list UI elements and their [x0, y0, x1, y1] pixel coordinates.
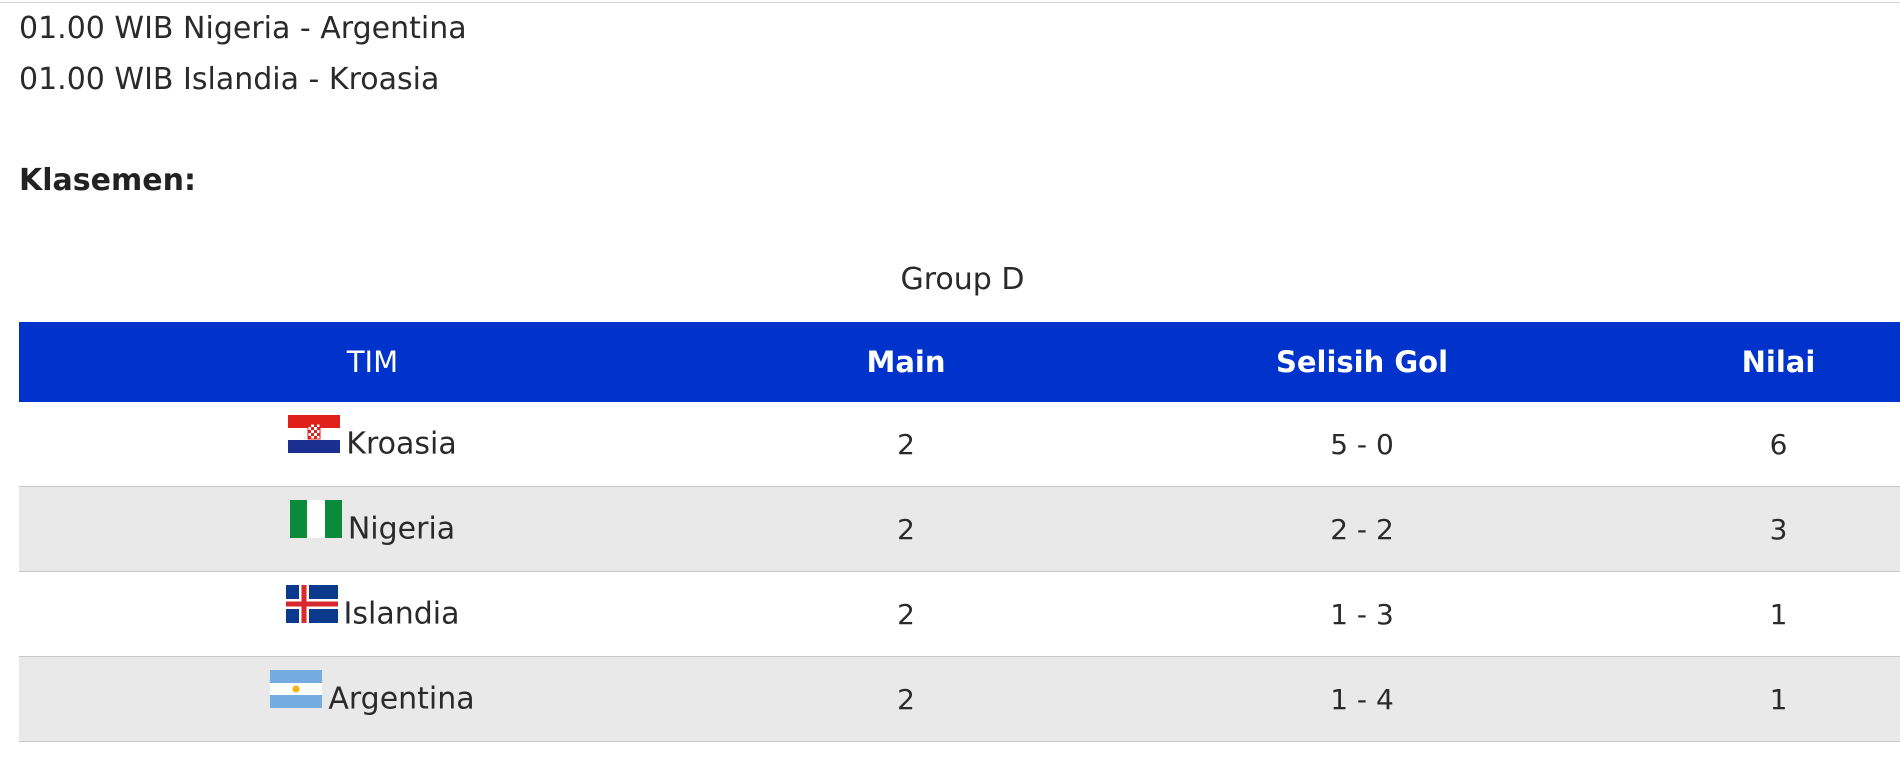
- header-team: TIM: [19, 322, 726, 402]
- team-cell: Argentina: [19, 656, 726, 742]
- team-cell: Islandia: [19, 571, 726, 657]
- header-goal-difference: Selisih Gol: [1086, 322, 1638, 402]
- team-name: Islandia: [343, 596, 460, 632]
- played-cell: 2: [726, 571, 1086, 657]
- points-cell: 3: [1638, 486, 1900, 572]
- points-cell: 1: [1638, 656, 1900, 742]
- goal-difference-cell: 5 - 0: [1086, 402, 1638, 487]
- table-row: Islandia 2 1 - 3 1: [19, 571, 1900, 657]
- played-cell: 2: [726, 402, 1086, 487]
- standings-heading: Klasemen:: [19, 163, 196, 198]
- team-cell: Kroasia: [19, 402, 726, 487]
- goal-difference-cell: 1 - 4: [1086, 656, 1638, 742]
- points-cell: 1: [1638, 571, 1900, 657]
- team-cell: Nigeria: [19, 486, 726, 572]
- played-cell: 2: [726, 656, 1086, 742]
- table-row: Nigeria 2 2 - 2 3: [19, 486, 1900, 572]
- team-name: Kroasia: [346, 426, 457, 462]
- match-schedule-item: 01.00 WIB Islandia - Kroasia: [19, 62, 440, 97]
- standings-table: TIM Main Selisih Gol Nilai: [19, 322, 1900, 742]
- table-header-row: TIM Main Selisih Gol Nilai: [19, 322, 1900, 402]
- group-caption: Group D: [900, 262, 1025, 297]
- goal-difference-cell: 2 - 2: [1086, 486, 1638, 572]
- iceland-flag-icon: [285, 585, 338, 623]
- points-cell: 6: [1638, 402, 1900, 487]
- match-schedule-item: 01.00 WIB Nigeria - Argentina: [19, 11, 467, 46]
- nigeria-flag-icon: [289, 500, 342, 538]
- table-row: Argentina 2 1 - 4 1: [19, 656, 1900, 742]
- croatia-flag-icon: [288, 415, 341, 453]
- header-points: Nilai: [1638, 322, 1900, 402]
- team-name: Argentina: [328, 681, 475, 717]
- goal-difference-cell: 1 - 3: [1086, 571, 1638, 657]
- played-cell: 2: [726, 486, 1086, 572]
- top-divider: [0, 2, 1900, 3]
- header-played: Main: [726, 322, 1086, 402]
- team-name: Nigeria: [347, 511, 456, 547]
- table-row: Kroasia 2 5 - 0 6: [19, 402, 1900, 487]
- argentina-flag-icon: [270, 670, 323, 708]
